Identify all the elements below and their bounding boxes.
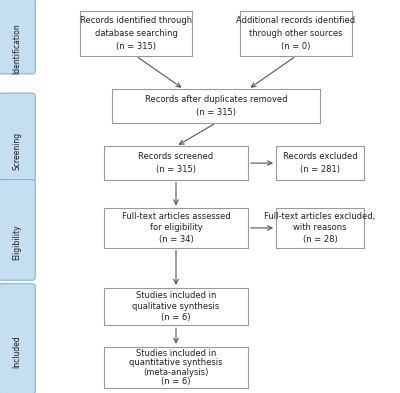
Text: (meta-analysis): (meta-analysis) — [143, 367, 209, 376]
FancyBboxPatch shape — [0, 180, 35, 280]
Text: (n = 315): (n = 315) — [196, 108, 236, 117]
Text: Records excluded: Records excluded — [283, 152, 357, 161]
FancyBboxPatch shape — [104, 146, 248, 180]
Text: (n = 34): (n = 34) — [159, 235, 193, 244]
Text: with reasons: with reasons — [293, 224, 347, 232]
Text: Studies included in: Studies included in — [136, 291, 216, 300]
FancyBboxPatch shape — [104, 347, 248, 388]
FancyBboxPatch shape — [0, 284, 35, 393]
Text: Records identified through: Records identified through — [80, 16, 192, 25]
FancyBboxPatch shape — [276, 146, 364, 180]
FancyBboxPatch shape — [276, 208, 364, 248]
FancyBboxPatch shape — [0, 93, 35, 182]
Text: for eligibility: for eligibility — [150, 224, 202, 232]
Text: Eligibility: Eligibility — [12, 224, 22, 259]
FancyBboxPatch shape — [104, 288, 248, 325]
FancyBboxPatch shape — [104, 208, 248, 248]
Text: (n = 281): (n = 281) — [300, 165, 340, 174]
Text: qualitative synthesis: qualitative synthesis — [132, 302, 220, 311]
Text: (n = 6): (n = 6) — [161, 377, 191, 386]
Text: Screening: Screening — [12, 132, 22, 171]
Text: Additional records identified: Additional records identified — [236, 16, 356, 25]
Text: Full-text articles excluded,: Full-text articles excluded, — [264, 212, 376, 221]
Text: database searching: database searching — [94, 29, 178, 38]
FancyBboxPatch shape — [240, 11, 352, 56]
Text: (n = 6): (n = 6) — [161, 313, 191, 322]
Text: Records screened: Records screened — [138, 152, 214, 161]
FancyBboxPatch shape — [112, 90, 320, 123]
Text: quantitative synthesis: quantitative synthesis — [129, 358, 223, 367]
Text: (n = 28): (n = 28) — [303, 235, 337, 244]
Text: (n = 0): (n = 0) — [281, 42, 311, 51]
Text: Records after duplicates removed: Records after duplicates removed — [145, 95, 287, 104]
Text: Included: Included — [12, 335, 22, 368]
Text: Full-text articles assessed: Full-text articles assessed — [122, 212, 230, 221]
FancyBboxPatch shape — [80, 11, 192, 56]
Text: (n = 315): (n = 315) — [156, 165, 196, 174]
Text: through other sources: through other sources — [249, 29, 343, 38]
FancyBboxPatch shape — [0, 0, 35, 74]
Text: Studies included in: Studies included in — [136, 349, 216, 358]
Text: (n = 315): (n = 315) — [116, 42, 156, 51]
Text: Identification: Identification — [12, 24, 22, 75]
